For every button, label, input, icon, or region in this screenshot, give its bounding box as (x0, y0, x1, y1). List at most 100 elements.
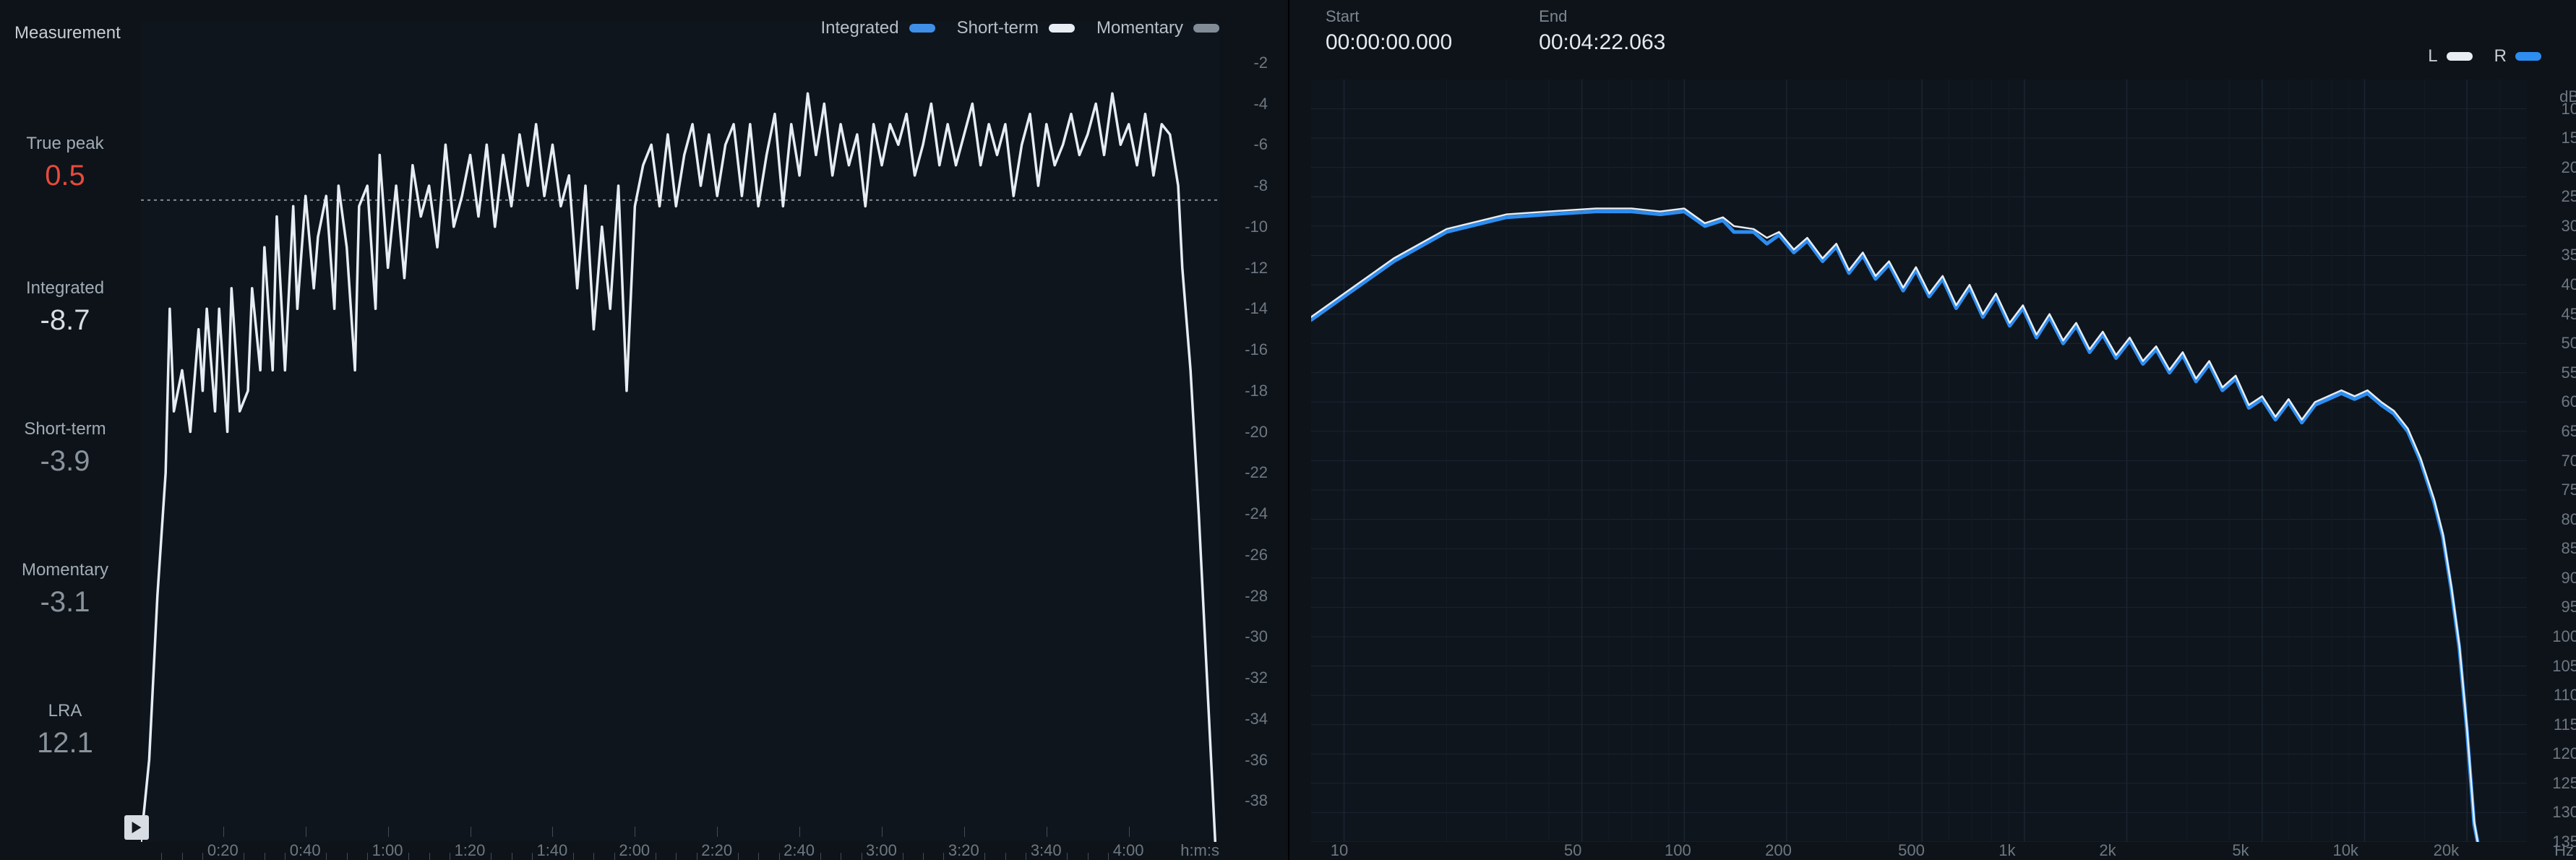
metric-integrated: Integrated -8.7 (0, 278, 130, 337)
legend-label: Momentary (1096, 18, 1183, 38)
x-tick-label: 50 (1564, 841, 1581, 860)
x-tick-label: 10 (1331, 841, 1348, 860)
y-tick-label: 30 (2562, 217, 2576, 236)
x-tick-label: 100 (1665, 841, 1691, 860)
y-tick-label: -12 (1245, 259, 1268, 278)
y-tick-label: 20 (2562, 158, 2576, 177)
x-tick-label: 3:40 (1031, 841, 1062, 860)
y-tick-label: 110 (2554, 686, 2576, 705)
x-tick-label: 1:00 (372, 841, 403, 860)
x-tick-label: 5k (2232, 841, 2249, 860)
metric-label: LRA (0, 701, 130, 721)
play-icon (131, 822, 142, 833)
y-tick-label: -6 (1253, 135, 1268, 154)
measurement-sidebar: Measurement True peak0.5 Integrated -8.7 Sh… (0, 0, 137, 860)
x-tick-label: 4:00 (1113, 841, 1144, 860)
start-label: Start (1326, 7, 1452, 26)
legend-label: Short-term (957, 18, 1039, 38)
x-tick-label: 200 (1765, 841, 1792, 860)
x-tick-label: 10k (2332, 841, 2358, 860)
x-tick-label: 3:00 (866, 841, 897, 860)
y-tick-label: 130 (2552, 803, 2576, 822)
y-tick-label: 45 (2562, 305, 2576, 324)
loudness-chart[interactable]: IntegratedShort-termMomentary (141, 22, 1219, 842)
x-tick-label: 2:40 (783, 841, 815, 860)
y-tick-label: -24 (1245, 504, 1268, 523)
x-tick-label: 20k (2434, 841, 2459, 860)
y-tick-label: 55 (2562, 364, 2576, 382)
legend-label: Integrated (821, 18, 899, 38)
y-tick-label: 65 (2562, 422, 2576, 441)
metric-short-term: Short-term -3.9 (0, 419, 130, 478)
loudness-y-axis: -2-4-6-8-10-12-14-16-18-20-22-24-26-28-3… (1223, 22, 1288, 842)
x-unit-label: Hz (2554, 841, 2574, 860)
y-tick-label: 100 (2552, 627, 2576, 646)
x-tick-label: 2k (2099, 841, 2116, 860)
channel-legend-item[interactable]: R (2494, 46, 2541, 66)
y-tick-label: -14 (1245, 299, 1268, 318)
y-tick-label: 120 (2552, 744, 2576, 763)
y-tick-label: 70 (2562, 452, 2576, 470)
loudness-panel: Measurement True peak0.5 Integrated -8.7 Sh… (0, 0, 1289, 860)
legend-item[interactable]: Momentary (1096, 18, 1219, 38)
y-tick-label: 125 (2552, 774, 2576, 793)
metric-true-peak: True peak0.5 (0, 134, 130, 192)
loudness-x-axis: 0:200:401:001:201:402:002:202:403:003:20… (141, 824, 1219, 860)
y-tick-label: 85 (2562, 539, 2576, 558)
metric-label: Integrated (0, 278, 130, 298)
timecode-header: Start 00:00:00.000 End 00:04:22.063 (1326, 7, 1665, 55)
y-tick-label: 80 (2562, 510, 2576, 529)
spectrum-panel: Start 00:00:00.000 End 00:04:22.063 LR d… (1289, 0, 2576, 860)
y-tick-label: 10 (2562, 100, 2576, 119)
metric-label: Short-term (0, 419, 130, 439)
y-tick-label: -16 (1245, 340, 1268, 359)
legend-item[interactable]: Short-term (957, 18, 1075, 38)
y-tick-label: 60 (2562, 392, 2576, 411)
y-tick-label: -4 (1253, 95, 1268, 113)
y-tick-label: -30 (1245, 627, 1268, 646)
y-tick-label: 40 (2562, 275, 2576, 294)
start-timecode: 00:00:00.000 (1326, 30, 1452, 55)
y-tick-label: 75 (2562, 481, 2576, 499)
play-button[interactable] (124, 815, 149, 840)
x-tick-label: 0:20 (207, 841, 239, 860)
y-tick-label: 105 (2552, 657, 2576, 676)
y-tick-label: -8 (1253, 176, 1268, 195)
y-tick-label: 90 (2562, 569, 2576, 588)
y-tick-label: -36 (1245, 751, 1268, 770)
metric-value: -8.7 (0, 304, 130, 337)
y-tick-label: -26 (1245, 546, 1268, 564)
x-tick-label: 2:00 (619, 841, 650, 860)
y-tick-label: -28 (1245, 587, 1268, 606)
metric-value: -3.9 (0, 445, 130, 478)
y-tick-label: -20 (1245, 423, 1268, 442)
x-tick-label: 2:20 (701, 841, 732, 860)
x-tick-label: 1:20 (455, 841, 486, 860)
channel-swatch (2515, 52, 2541, 61)
end-timecode: 00:04:22.063 (1539, 30, 1665, 55)
start-time-block: Start 00:00:00.000 (1326, 7, 1452, 55)
y-tick-label: -10 (1245, 218, 1268, 236)
x-tick-label: 3:20 (948, 841, 979, 860)
metric-label: Momentary (0, 560, 130, 580)
y-tick-label: 115 (2554, 715, 2576, 734)
channel-swatch (2447, 52, 2473, 61)
channel-legend-item[interactable]: L (2428, 46, 2472, 66)
y-tick-label: -18 (1245, 382, 1268, 400)
y-tick-label: -32 (1245, 668, 1268, 687)
metric-lra: LRA12.1 (0, 701, 130, 760)
x-tick-label: 0:40 (290, 841, 321, 860)
legend-swatch (909, 24, 935, 33)
y-tick-label: -2 (1253, 53, 1268, 72)
y-tick-label: 35 (2562, 246, 2576, 265)
measurement-title: Measurement (14, 23, 121, 43)
x-tick-label: 500 (1898, 841, 1925, 860)
spectrum-chart[interactable] (1311, 79, 2527, 842)
y-tick-label: 95 (2562, 598, 2576, 616)
metric-value: 0.5 (0, 160, 130, 192)
channel-legend: LR (2428, 46, 2541, 66)
metric-momentary: Momentary-3.1 (0, 560, 130, 619)
legend-item[interactable]: Integrated (821, 18, 935, 38)
spectrum-x-axis: 10501002005001k2k5k10k20kHz (1311, 835, 2527, 860)
x-unit-label: h:m:s (1180, 841, 1219, 860)
